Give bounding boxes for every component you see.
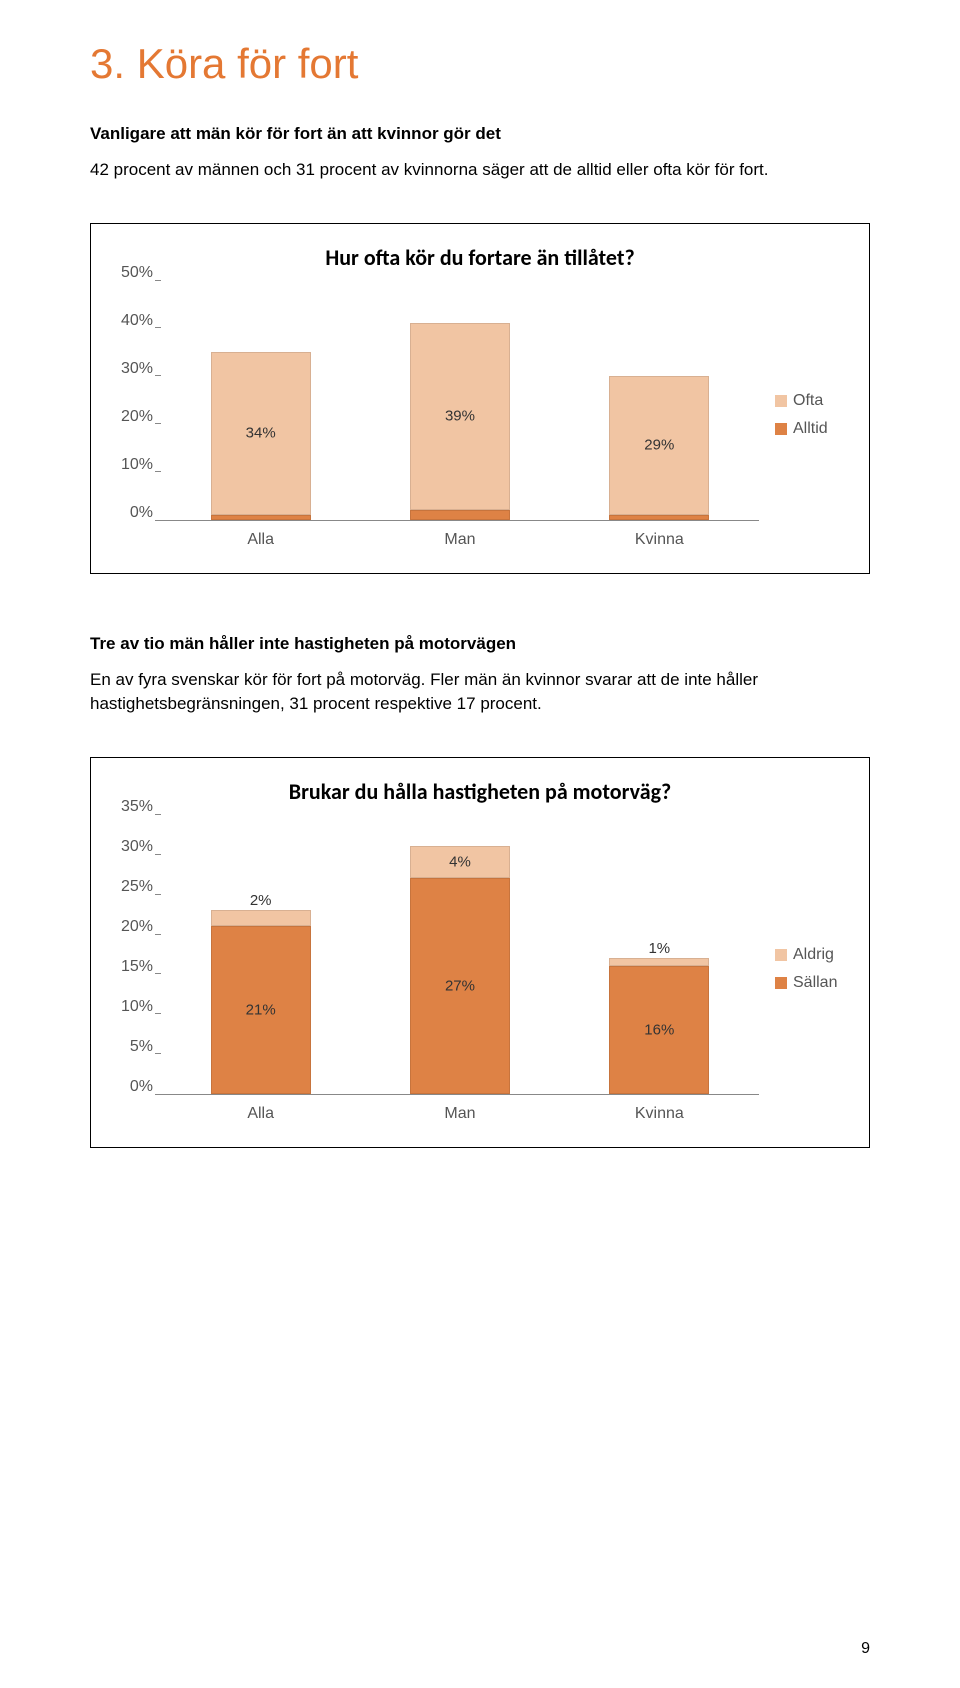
chart2-frame: Brukar du hålla hastigheten på motorväg?… bbox=[90, 757, 870, 1148]
chart2-plot-area: 21% 2% 27% 4% 16% 1% bbox=[161, 815, 759, 1095]
chart1-y-axis: 50%40%30%20%10%0% bbox=[111, 281, 161, 521]
bar-group: 1% 29% bbox=[609, 281, 709, 520]
chart2-title: Brukar du hålla hastigheten på motorväg? bbox=[111, 778, 849, 805]
bar-segment: 1% bbox=[609, 515, 709, 520]
legend-swatch bbox=[775, 977, 787, 989]
chart2-y-axis: 35%30%25%20%15%10%5%0% bbox=[111, 815, 161, 1095]
bar-value-label: 16% bbox=[644, 1021, 674, 1038]
bar-segment: 29% bbox=[609, 376, 709, 515]
bar-segment: 39% bbox=[410, 323, 510, 510]
bar-value-label: 29% bbox=[644, 437, 674, 454]
bar-segment: 1% bbox=[609, 958, 709, 966]
chart1-x-axis: Alla Man Kvinna bbox=[161, 531, 759, 549]
bar-group: 21% 2% bbox=[211, 815, 311, 1094]
x-category-label: Alla bbox=[211, 531, 311, 549]
bar-value-label: 1% bbox=[648, 940, 670, 957]
bar-segment: 4% bbox=[410, 846, 510, 878]
section2-subtitle: Tre av tio män håller inte hastigheten p… bbox=[90, 634, 870, 654]
chart1-plot-area: 1% 34% 2% 39% 1% 29% bbox=[161, 281, 759, 521]
legend-label: Aldrig bbox=[793, 946, 834, 964]
chart1-title: Hur ofta kör du fortare än tillåtet? bbox=[111, 244, 849, 271]
bar-segment: 2% bbox=[211, 910, 311, 926]
section2-body: En av fyra svenskar kör för fort på moto… bbox=[90, 668, 870, 717]
chart1-frame: Hur ofta kör du fortare än tillåtet? 50%… bbox=[90, 223, 870, 574]
x-category-label: Alla bbox=[211, 1105, 311, 1123]
section1-subtitle: Vanligare att män kör för fort än att kv… bbox=[90, 124, 870, 144]
bar-value-label: 27% bbox=[445, 977, 475, 994]
x-category-label: Kvinna bbox=[609, 531, 709, 549]
main-heading: 3. Köra för fort bbox=[90, 40, 870, 88]
bar-segment: 34% bbox=[211, 352, 311, 515]
legend-label: Alltid bbox=[793, 420, 828, 438]
chart2-x-axis: Alla Man Kvinna bbox=[161, 1105, 759, 1123]
x-category-label: Man bbox=[410, 531, 510, 549]
bar-value-label: 4% bbox=[449, 853, 471, 870]
section1-body: 42 procent av männen och 31 procent av k… bbox=[90, 158, 870, 183]
bar-value-label: 2% bbox=[250, 892, 272, 909]
bar-group: 27% 4% bbox=[410, 815, 510, 1094]
legend-item: Alltid bbox=[775, 420, 849, 438]
legend-swatch bbox=[775, 423, 787, 435]
bar-value-label: 34% bbox=[246, 425, 276, 442]
x-category-label: Man bbox=[410, 1105, 510, 1123]
bar-value-label: 39% bbox=[445, 408, 475, 425]
x-category-label: Kvinna bbox=[609, 1105, 709, 1123]
bar-group: 1% 34% bbox=[211, 281, 311, 520]
legend-label: Ofta bbox=[793, 392, 823, 410]
legend-item: Sällan bbox=[775, 974, 849, 992]
page-number: 9 bbox=[861, 1640, 870, 1658]
bar-group: 2% 39% bbox=[410, 281, 510, 520]
legend-item: Aldrig bbox=[775, 946, 849, 964]
bar-segment: 1% bbox=[211, 515, 311, 520]
legend-swatch bbox=[775, 949, 787, 961]
chart1-legend: Ofta Alltid bbox=[759, 281, 849, 549]
chart2-legend: Aldrig Sällan bbox=[759, 815, 849, 1123]
legend-label: Sällan bbox=[793, 974, 837, 992]
legend-swatch bbox=[775, 395, 787, 407]
bar-segment: 2% bbox=[410, 510, 510, 520]
legend-item: Ofta bbox=[775, 392, 849, 410]
bar-value-label: 21% bbox=[246, 1001, 276, 1018]
bar-segment: 27% bbox=[410, 878, 510, 1094]
bar-segment: 21% bbox=[211, 926, 311, 1094]
bar-group: 16% 1% bbox=[609, 815, 709, 1094]
page: 3. Köra för fort Vanligare att män kör f… bbox=[0, 0, 960, 1688]
bar-segment: 16% bbox=[609, 966, 709, 1094]
